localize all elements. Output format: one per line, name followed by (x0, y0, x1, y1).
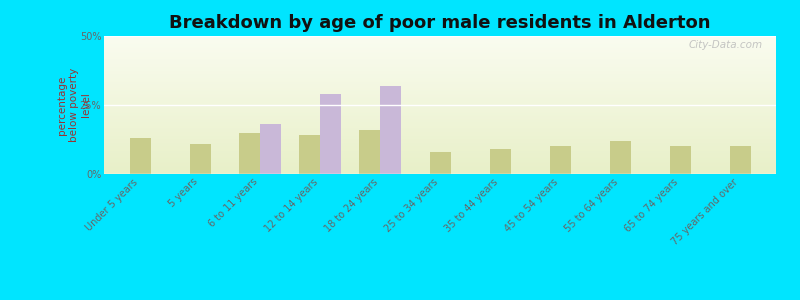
Bar (550, 146, 570, 174)
Bar (380, 86, 401, 174)
Bar (430, 152, 450, 174)
Bar (670, 146, 690, 174)
Bar (299, 135, 320, 174)
Bar (320, 94, 341, 174)
Bar (190, 144, 210, 174)
Bar (359, 130, 380, 174)
Text: City-Data.com: City-Data.com (689, 40, 762, 50)
Bar (260, 124, 281, 174)
Bar (130, 138, 150, 174)
Title: Breakdown by age of poor male residents in Alderton: Breakdown by age of poor male residents … (170, 14, 710, 32)
Y-axis label: percentage
below poverty
level: percentage below poverty level (58, 68, 90, 142)
Bar (730, 146, 750, 174)
Bar (490, 149, 510, 174)
Bar (610, 141, 630, 174)
Legend: Alderton, Washington: Alderton, Washington (337, 298, 543, 300)
Bar (239, 133, 260, 174)
